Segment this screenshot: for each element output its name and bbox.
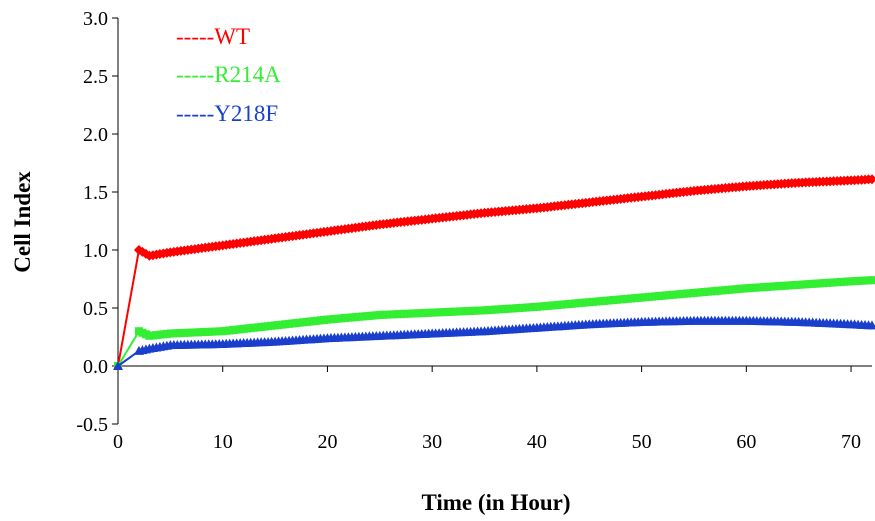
series-2 — [113, 315, 875, 370]
data-point — [113, 361, 123, 370]
x-tick-label: 30 — [422, 431, 442, 453]
y-tick-label: 1.0 — [83, 240, 108, 262]
x-tick-label: 50 — [632, 431, 652, 453]
x-tick-label: 10 — [213, 431, 233, 453]
series-1 — [114, 276, 875, 370]
x-tick-label: 60 — [736, 431, 756, 453]
legend: -----WT -----R214A -----Y218F — [176, 24, 281, 126]
y-tick-label: -0.5 — [76, 414, 108, 436]
y-tick-label: 0.0 — [83, 356, 108, 378]
x-tick-label: 20 — [317, 431, 337, 453]
tick-labels: -0.5 0.0 0.5 1.0 1.5 2.0 2.5 3.0 0 10 20 30 40 50 60 70 — [76, 8, 861, 453]
y-tick-label: 3.0 — [83, 8, 108, 30]
series-group — [113, 174, 875, 371]
x-tick-label: 70 — [841, 431, 861, 453]
y-tick-label: 2.0 — [83, 124, 108, 146]
y-tick-label: 1.5 — [83, 182, 108, 204]
x-axis-title: Time (in Hour) — [421, 490, 570, 515]
legend-item-2: -----Y218F — [176, 101, 278, 126]
x-tick-label: 0 — [113, 431, 123, 453]
y-axis-title: Cell Index — [10, 171, 35, 273]
axes — [112, 17, 872, 425]
data-point — [867, 174, 875, 185]
legend-item-0: -----WT — [176, 24, 250, 49]
data-point — [868, 276, 875, 285]
series-0 — [113, 174, 875, 371]
y-tick-label: 2.5 — [83, 66, 108, 88]
y-tick-label: 0.5 — [83, 298, 108, 320]
data-point — [867, 320, 875, 330]
x-tick-label: 40 — [527, 431, 547, 453]
legend-item-1: -----R214A — [176, 62, 281, 87]
